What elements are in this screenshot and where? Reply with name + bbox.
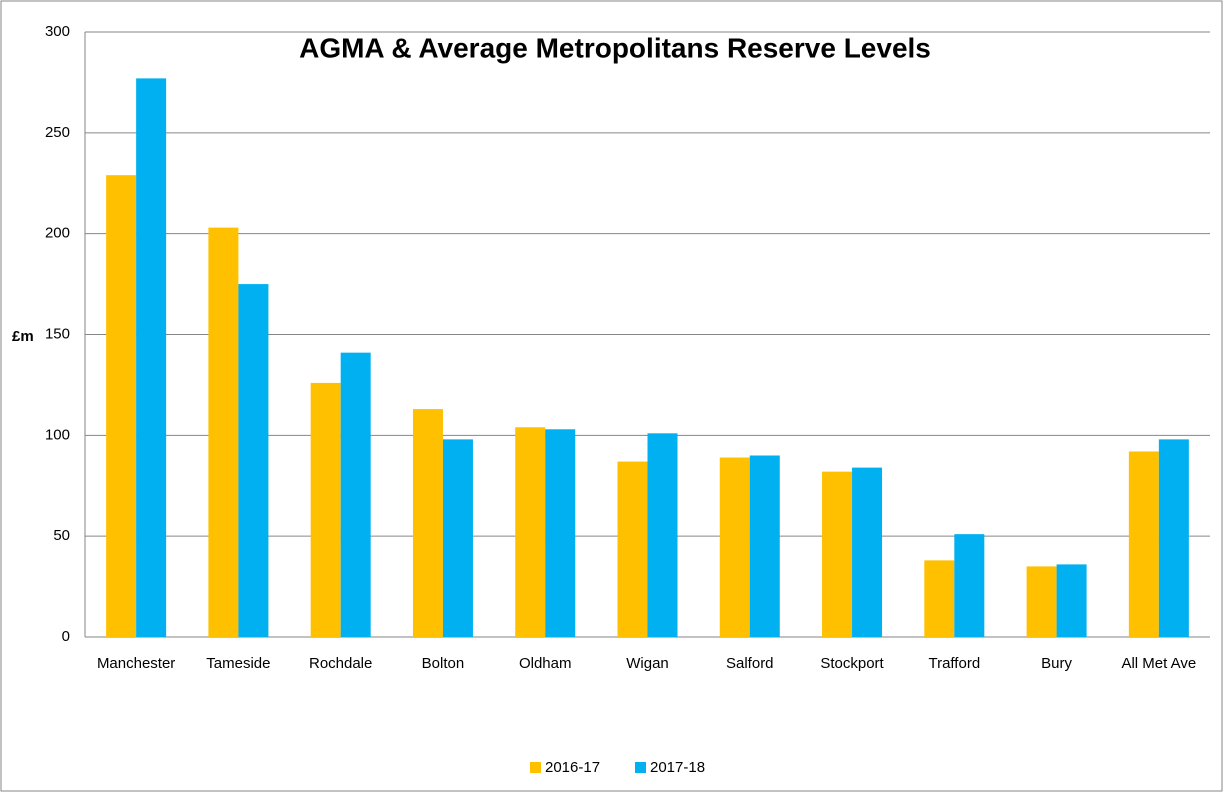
bar: [852, 467, 883, 637]
x-tick-label: Manchester: [97, 655, 175, 672]
x-tick-label: All Met Ave: [1121, 655, 1196, 672]
x-tick-label: Wigan: [626, 655, 669, 672]
y-tick-label: 300: [45, 23, 70, 40]
bar: [1056, 564, 1087, 637]
y-tick-label: 0: [62, 628, 70, 645]
x-tick-label: Stockport: [820, 655, 884, 672]
y-axis-label: £m: [12, 328, 34, 345]
bar: [617, 461, 648, 637]
bar: [1026, 566, 1057, 637]
x-tick-label: Oldham: [519, 655, 572, 672]
y-tick-label: 50: [53, 527, 70, 544]
x-tick-label: Bolton: [422, 655, 465, 672]
bar: [924, 560, 955, 637]
legend-swatch: [530, 762, 541, 773]
x-tick-label: Tameside: [206, 655, 270, 672]
legend-label: 2016-17: [545, 759, 600, 776]
bar: [442, 439, 473, 637]
x-tick-label: Trafford: [928, 655, 980, 672]
legend-label: 2017-18: [650, 759, 705, 776]
bar: [136, 78, 167, 638]
bar: [208, 227, 239, 637]
bar: [749, 455, 780, 637]
bar: [1158, 439, 1189, 637]
y-tick-label: 100: [45, 426, 70, 443]
bar: [545, 429, 576, 637]
y-tick-label: 200: [45, 225, 70, 242]
bar: [954, 534, 985, 637]
bar: [647, 433, 678, 637]
bar: [719, 457, 750, 637]
chart-title: AGMA & Average Metropolitans Reserve Lev…: [299, 32, 931, 63]
legend-swatch: [635, 762, 646, 773]
y-tick-label: 150: [45, 325, 70, 342]
bar: [515, 427, 546, 637]
bar: [106, 175, 137, 637]
bar: [310, 382, 341, 637]
bar: [822, 471, 853, 637]
bar: [340, 352, 371, 637]
x-tick-label: Rochdale: [309, 655, 372, 672]
bar: [1128, 451, 1159, 637]
y-tick-label: 250: [45, 124, 70, 141]
x-tick-label: Salford: [726, 655, 774, 672]
x-tick-label: Bury: [1041, 655, 1072, 672]
bar: [412, 409, 443, 637]
bar: [238, 284, 269, 637]
